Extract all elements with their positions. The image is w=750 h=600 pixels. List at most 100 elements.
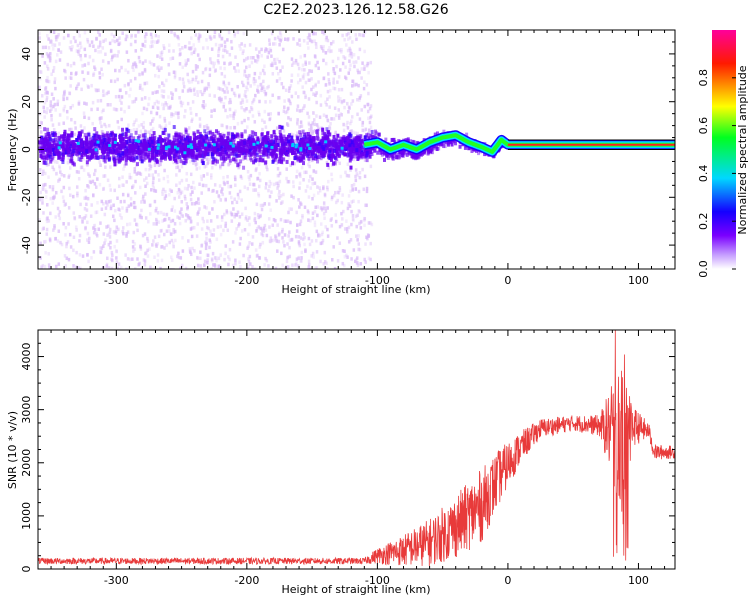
- noise-cell: [251, 265, 254, 269]
- noise-cell: [179, 191, 182, 196]
- noise-cell: [301, 213, 304, 218]
- band-cell: [84, 136, 88, 141]
- noise-cell: [223, 48, 227, 53]
- band-cell: [79, 157, 83, 162]
- noise-cell: [77, 101, 81, 106]
- band-cell: [149, 137, 153, 142]
- noise-cell: [202, 219, 205, 224]
- noise-cell: [231, 263, 235, 268]
- noise-cell: [104, 206, 108, 210]
- noise-cell: [270, 190, 273, 194]
- band-cell: [314, 156, 318, 161]
- noise-cell: [276, 35, 280, 40]
- noise-cell: [296, 131, 299, 135]
- noise-cell: [57, 32, 60, 37]
- band-cell: [70, 132, 74, 137]
- noise-cell: [354, 259, 357, 264]
- noise-cell: [311, 251, 315, 256]
- noise-cell: [46, 75, 49, 80]
- noise-cell: [315, 123, 319, 127]
- noise-cell: [311, 121, 315, 125]
- noise-cell: [260, 47, 263, 52]
- band-cell: [179, 159, 183, 164]
- noise-cell: [300, 250, 304, 255]
- band-cell: [121, 151, 125, 156]
- noise-cell: [354, 214, 358, 219]
- noise-cell: [257, 192, 260, 196]
- band-cell: [317, 141, 321, 146]
- band-cell: [343, 145, 347, 150]
- noise-cell: [62, 185, 66, 190]
- noise-cell: [309, 130, 313, 135]
- noise-cell: [149, 212, 152, 216]
- noise-cell: [351, 40, 354, 44]
- noise-cell: [292, 195, 295, 200]
- noise-cell: [160, 50, 164, 54]
- noise-cell: [109, 79, 113, 83]
- noise-cell: [152, 63, 156, 67]
- band-cell: [207, 148, 211, 153]
- noise-cell: [102, 89, 105, 93]
- noise-cell: [117, 184, 121, 189]
- noise-cell: [238, 260, 241, 264]
- band-cell: [254, 147, 258, 152]
- noise-cell: [156, 106, 160, 110]
- noise-cell: [86, 71, 90, 75]
- noise-cell: [351, 214, 355, 218]
- noise-cell: [326, 38, 330, 43]
- band-cell: [324, 135, 328, 140]
- noise-cell: [317, 80, 320, 84]
- band-cell: [152, 131, 156, 136]
- noise-cell: [218, 43, 221, 48]
- noise-cell: [126, 222, 129, 227]
- noise-cell: [160, 258, 164, 263]
- noise-cell: [179, 100, 183, 105]
- band-cell: [216, 159, 220, 164]
- noise-cell: [298, 125, 301, 129]
- noise-cell: [276, 249, 279, 253]
- band-cell: [283, 136, 287, 141]
- noise-cell: [180, 200, 184, 204]
- band-cell: [333, 148, 337, 153]
- noise-cell: [254, 188, 257, 192]
- noise-cell: [190, 51, 193, 56]
- noise-cell: [322, 58, 325, 63]
- band-cell: [164, 136, 168, 141]
- noise-cell: [120, 117, 123, 122]
- noise-cell: [338, 161, 342, 166]
- noise-cell: [47, 79, 51, 84]
- noise-cell: [149, 122, 152, 126]
- noise-cell: [88, 179, 92, 184]
- band-cell: [123, 141, 127, 146]
- noise-cell: [315, 250, 319, 254]
- noise-cell: [38, 125, 41, 129]
- noise-cell: [131, 245, 135, 249]
- noise-cell: [218, 184, 222, 188]
- noise-cell: [213, 264, 217, 268]
- noise-cell: [267, 264, 270, 268]
- noise-cell: [230, 212, 233, 216]
- band-cell: [138, 134, 142, 139]
- noise-cell: [179, 52, 182, 56]
- noise-cell: [141, 42, 144, 47]
- noise-cell: [199, 174, 203, 179]
- noise-cell: [309, 267, 313, 269]
- noise-cell: [349, 51, 352, 56]
- noise-cell: [162, 187, 165, 192]
- noise-cell: [311, 177, 314, 181]
- noise-cell: [248, 222, 251, 227]
- noise-cell: [216, 225, 220, 229]
- noise-cell: [357, 83, 360, 88]
- noise-cell: [327, 77, 331, 82]
- noise-cell: [95, 233, 99, 238]
- noise-cell: [278, 171, 282, 176]
- noise-cell: [333, 86, 337, 91]
- band-cell: [59, 157, 63, 162]
- band-cell: [261, 141, 265, 146]
- noise-cell: [163, 246, 166, 250]
- noise-cell: [301, 74, 305, 79]
- band-cell: [365, 154, 369, 159]
- noise-cell: [368, 106, 372, 111]
- noise-cell: [100, 207, 104, 211]
- noise-cell: [266, 167, 269, 172]
